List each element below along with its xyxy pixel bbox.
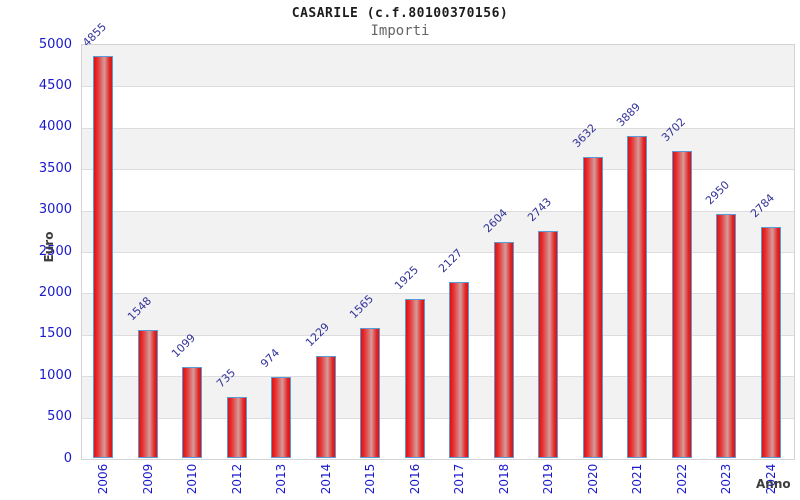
y-tick-label: 500 [47, 409, 72, 425]
y-tick-label: 5000 [38, 36, 72, 52]
bar [671, 151, 692, 458]
x-tick-label: 2017 [452, 463, 467, 495]
x-tick-label: 2019 [541, 463, 556, 495]
x-tick-label: 2010 [185, 463, 200, 495]
gridline [82, 169, 794, 171]
y-tick-label: 0 [63, 450, 72, 466]
x-tick-label: 2009 [140, 463, 155, 495]
gridline [82, 334, 794, 336]
x-tick-label: 2020 [585, 463, 600, 495]
x-tick-label: 2018 [496, 463, 511, 495]
y-tick-label: 3000 [38, 202, 72, 218]
gridline [82, 127, 794, 129]
bar [182, 367, 203, 458]
bar [449, 282, 470, 458]
x-tick-label: 2013 [274, 463, 289, 495]
y-tick-label: 4500 [38, 77, 72, 93]
y-tick-label: 3500 [38, 160, 72, 176]
bar [627, 136, 648, 458]
bar [315, 356, 336, 458]
y-tick-label: 4000 [38, 119, 72, 135]
gridline [82, 86, 794, 88]
gridline [82, 376, 794, 378]
gridline [82, 210, 794, 212]
plot-band [82, 86, 794, 128]
x-tick-label: 2016 [407, 463, 422, 495]
plot-band [82, 45, 794, 87]
bar [493, 242, 514, 458]
gridline [82, 293, 794, 295]
bar [93, 56, 114, 458]
x-tick-label: 2014 [318, 463, 333, 495]
chart-title: CASARILE (c.f.80100370156) [291, 6, 509, 21]
bar [716, 214, 737, 458]
x-tick-label: 2015 [363, 463, 378, 495]
bar [582, 157, 603, 458]
y-tick-label: 2500 [38, 243, 72, 259]
y-axis-title: Euro [42, 231, 56, 263]
y-tick-label: 1500 [38, 326, 72, 342]
x-tick-label: 2012 [229, 463, 244, 495]
bar [360, 328, 381, 458]
gridline [82, 252, 794, 253]
bar [760, 227, 781, 458]
bar [271, 377, 292, 458]
y-tick-label: 1000 [38, 367, 72, 383]
y-tick-label: 2000 [38, 284, 72, 300]
x-tick-label: 2006 [96, 463, 111, 495]
x-axis-title: Anno [756, 477, 791, 491]
bar [538, 231, 559, 458]
chart-subtitle: Importi [370, 23, 430, 39]
gridline [82, 417, 794, 419]
bar [404, 299, 425, 458]
bar [137, 330, 158, 458]
x-tick-label: 2021 [630, 463, 645, 495]
bar [226, 397, 247, 458]
x-tick-label: 2022 [674, 463, 689, 495]
x-tick-label: 2023 [719, 463, 734, 495]
